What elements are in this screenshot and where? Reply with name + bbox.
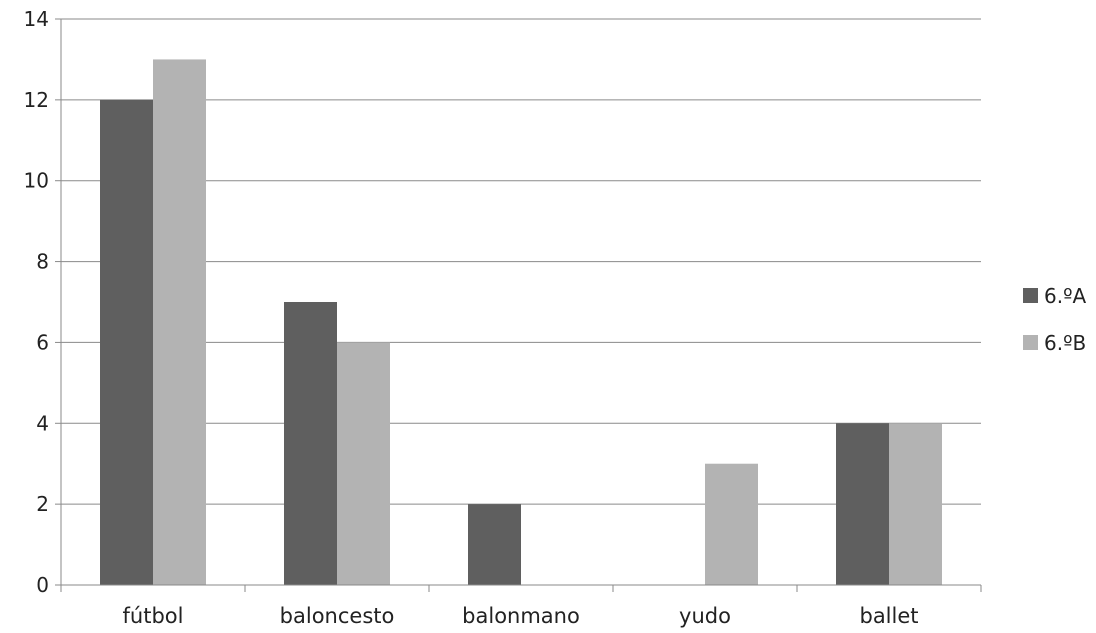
bar (889, 423, 942, 585)
bar (836, 423, 889, 585)
axes: 0 2 4 6 8 10 12 14 fútbol baloncesto balonmano yudo… (24, 7, 982, 628)
bars (100, 59, 942, 585)
y-tick-label: 10 (24, 169, 49, 193)
x-tick-label: ballet (859, 604, 918, 628)
legend-swatch (1023, 335, 1038, 350)
legend-label: 6.ºA (1044, 284, 1087, 308)
x-tick-label: yudo (679, 604, 731, 628)
legend-label: 6.ºB (1044, 331, 1086, 355)
bar (100, 99, 153, 585)
x-tick-label: fútbol (123, 604, 184, 628)
bar (153, 59, 206, 585)
y-tick-label: 14 (24, 7, 49, 31)
x-tick-label: balonmano (462, 604, 580, 628)
y-tick-label: 0 (36, 573, 49, 597)
y-tick-label: 2 (36, 492, 49, 516)
bar (705, 463, 758, 585)
y-tick-label: 12 (24, 88, 49, 112)
x-tick-label: baloncesto (280, 604, 395, 628)
bar (284, 302, 337, 585)
y-tick-label: 6 (36, 330, 49, 354)
y-tick-label: 8 (36, 250, 49, 274)
legend: 6.ºA 6.ºB (1023, 284, 1087, 355)
bar (468, 504, 521, 585)
bar (337, 342, 390, 585)
legend-swatch (1023, 288, 1038, 303)
y-tick-label: 4 (36, 411, 49, 435)
gridlines (61, 18, 981, 505)
